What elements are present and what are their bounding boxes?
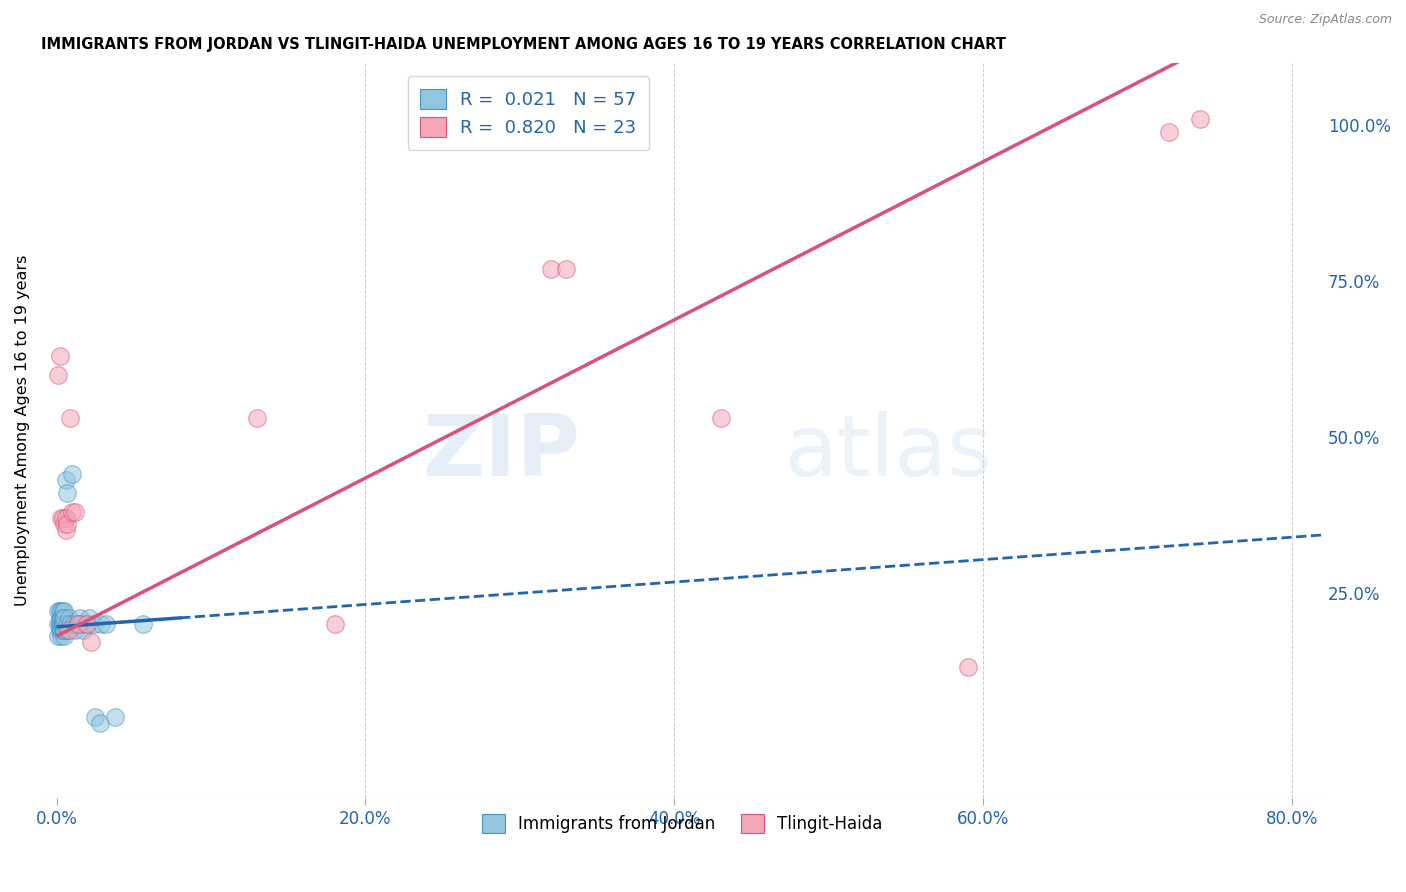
Point <box>46 629 69 643</box>
Point <box>76 616 98 631</box>
Point <box>53 517 76 532</box>
Point <box>84 710 107 724</box>
Point <box>53 610 76 624</box>
Point <box>72 623 94 637</box>
Point <box>53 616 76 631</box>
Point <box>59 411 82 425</box>
Text: atlas: atlas <box>785 411 993 494</box>
Point <box>540 261 562 276</box>
Point <box>1157 125 1180 139</box>
Point <box>55 524 77 538</box>
Point <box>52 623 75 637</box>
Point <box>46 616 69 631</box>
Point <box>90 616 112 631</box>
Point <box>53 610 76 624</box>
Text: IMMIGRANTS FROM JORDAN VS TLINGIT-HAIDA UNEMPLOYMENT AMONG AGES 16 TO 19 YEARS C: IMMIGRANTS FROM JORDAN VS TLINGIT-HAIDA … <box>41 37 1005 53</box>
Point <box>52 616 75 631</box>
Point <box>58 623 80 637</box>
Point <box>48 610 70 624</box>
Legend: Immigrants from Jordan, Tlingit-Haida: Immigrants from Jordan, Tlingit-Haida <box>470 802 894 845</box>
Point <box>58 610 80 624</box>
Point <box>69 610 91 624</box>
Point <box>55 511 77 525</box>
Point <box>48 616 70 631</box>
Point <box>63 623 86 637</box>
Point <box>51 623 73 637</box>
Point <box>56 623 79 637</box>
Point <box>52 616 75 631</box>
Point <box>53 616 76 631</box>
Point <box>59 616 82 631</box>
Point <box>56 616 79 631</box>
Point <box>46 604 69 618</box>
Point <box>555 261 578 276</box>
Point <box>53 629 76 643</box>
Point <box>67 616 90 631</box>
Point <box>66 616 89 631</box>
Point <box>56 517 79 532</box>
Point <box>63 505 86 519</box>
Point <box>70 616 93 631</box>
Point <box>55 474 77 488</box>
Point <box>51 610 73 624</box>
Point <box>52 616 75 631</box>
Point <box>52 511 75 525</box>
Point <box>53 604 76 618</box>
Point <box>83 616 105 631</box>
Point <box>89 716 111 731</box>
Point <box>75 616 97 631</box>
Point <box>52 610 75 624</box>
Point <box>48 623 70 637</box>
Point <box>104 710 127 724</box>
Point <box>51 616 73 631</box>
Point <box>60 467 83 482</box>
Point <box>53 623 76 637</box>
Point <box>956 660 979 674</box>
Point <box>53 623 76 637</box>
Point <box>55 511 77 525</box>
Point <box>48 616 70 631</box>
Point <box>48 604 70 618</box>
Text: ZIP: ZIP <box>422 411 579 494</box>
Point <box>77 610 100 624</box>
Point <box>246 411 269 425</box>
Point <box>51 629 73 643</box>
Point <box>48 349 70 363</box>
Point <box>323 616 346 631</box>
Point <box>52 616 75 631</box>
Point <box>79 635 101 649</box>
Point <box>56 486 79 500</box>
Point <box>60 505 83 519</box>
Point <box>51 511 73 525</box>
Point <box>51 604 73 618</box>
Text: Source: ZipAtlas.com: Source: ZipAtlas.com <box>1258 13 1392 27</box>
Point <box>62 616 84 631</box>
Point <box>52 610 75 624</box>
Point <box>52 623 75 637</box>
Point <box>132 616 155 631</box>
Point <box>51 623 73 637</box>
Point <box>52 604 75 618</box>
Point <box>710 411 733 425</box>
Point <box>94 616 117 631</box>
Point <box>51 610 73 624</box>
Point <box>51 610 73 624</box>
Point <box>1188 112 1211 127</box>
Y-axis label: Unemployment Among Ages 16 to 19 years: Unemployment Among Ages 16 to 19 years <box>15 255 30 607</box>
Point <box>46 368 69 382</box>
Point <box>51 616 73 631</box>
